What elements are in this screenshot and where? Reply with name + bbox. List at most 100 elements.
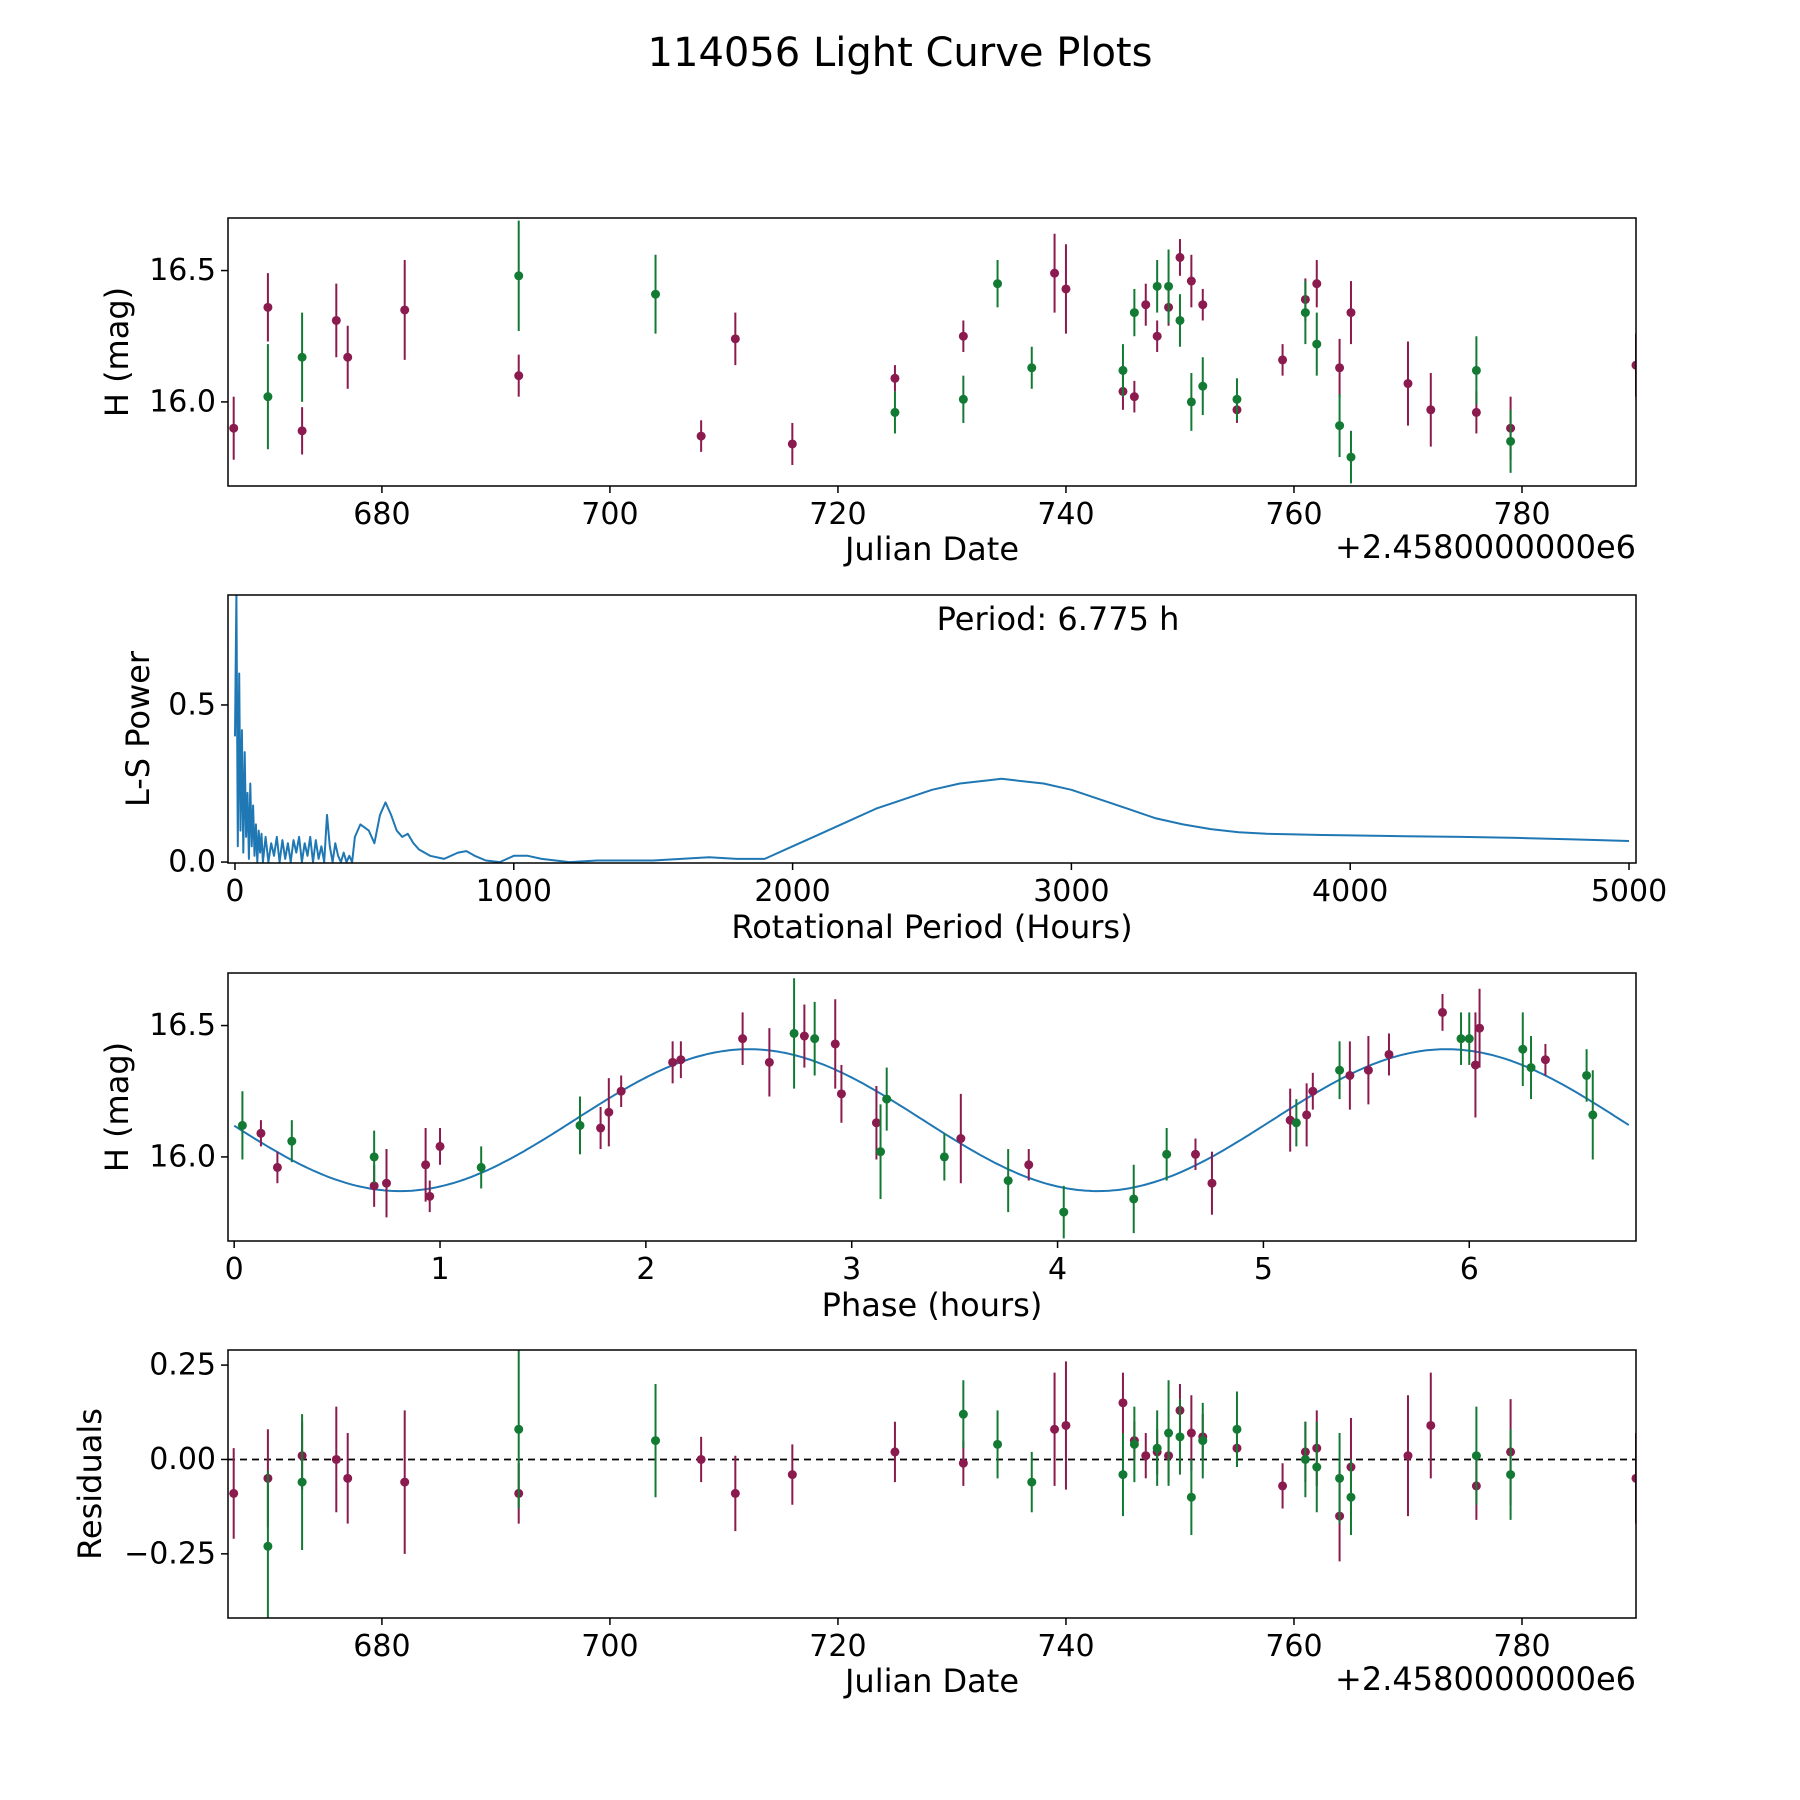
residuals-x-tick-label: 780 [1493,1629,1550,1664]
model-fit-curve [233,1048,1630,1193]
phasefold-band-r-point [382,1178,392,1188]
residuals-band-g-point [958,1409,968,1419]
lightcurve-band-r-point [1631,360,1636,370]
residuals-x-offset-label: +2.4580000000e6 [1335,1660,1636,1698]
residuals-band-r-point [1186,1428,1196,1438]
phasefold-band-r-point [369,1181,379,1191]
residuals-x-tick-label: 720 [809,1629,866,1664]
phasefold-y-axis-label: H (mag) [98,1042,136,1172]
phasefold-band-r-point [1345,1070,1355,1080]
residuals-y-tick-label: 0.25 [149,1348,216,1383]
phasefold-band-g-point [1456,1034,1466,1044]
lightcurve-y-axis-label: H (mag) [98,287,136,417]
phasefold-plot-frame [227,972,1637,1242]
lightcurve-band-g-point [1129,308,1139,318]
residuals-band-r-point [787,1470,797,1480]
residuals-panel: 680 700 720 740 760 780 0.25 0.00 −0.25 Julian … [71,1348,1637,1700]
residuals-band-g-point [1027,1477,1037,1487]
residuals-plot-area [228,1350,1636,1618]
residuals-y-tick-label: −0.25 [124,1536,216,1571]
phasefold-y-tick-label: 16.5 [149,1008,216,1043]
phasefold-band-r-point [1475,1023,1485,1033]
residuals-x-ticks: 680 700 720 740 760 780 [353,1618,1551,1664]
residuals-band-r-point [1141,1451,1151,1461]
phasefold-band-r-point [1438,1007,1448,1017]
phasefold-band-g-point [1464,1034,1474,1044]
residuals-x-tick-label: 760 [1265,1629,1322,1664]
lightcurve-band-r-point [1346,308,1356,318]
lightcurve-band-g-point [1312,339,1322,349]
lightcurve-panel: 680 700 720 740 760 780 16.016.5 Julian Date … [98,217,1637,568]
phasefold-band-r-point [1190,1149,1200,1159]
lightcurve-band-r-point [229,423,239,433]
lightcurve-plot-frame [227,217,1637,487]
phasefold-band-g-point [1003,1176,1013,1186]
residuals-x-axis-label: Julian Date [843,1662,1019,1700]
phasefold-band-g-point [237,1120,247,1130]
periodogram-y-tick-label: 0.5 [168,687,216,722]
phasefold-band-r-point [1207,1178,1217,1188]
lightcurve-x-tick-label: 760 [1265,497,1322,532]
phasefold-band-g-point [1129,1194,1139,1204]
phasefold-band-g-point [1588,1110,1598,1120]
phasefold-band-r-point [1308,1086,1318,1096]
residuals-band-g-point [1506,1470,1516,1480]
residuals-band-g-point [651,1436,661,1446]
lightcurve-band-g-point [993,279,1003,289]
phasefold-y-ticks: 16.0 16.5 [149,1008,228,1174]
periodogram-x-tick-label: 0 [225,874,244,909]
phasefold-y-tick-label: 16.0 [149,1139,216,1174]
phasefold-band-r-point [956,1134,966,1144]
phasefold-x-ticks: 0 1 2 3 4 5 6 [225,1241,1479,1287]
residuals-band-r-point [331,1454,341,1464]
lightcurve-band-r-point [696,431,706,441]
residuals-band-r-point [1278,1481,1288,1491]
phasefold-band-g-point [1518,1044,1528,1054]
lightcurve-band-g-point [297,352,307,362]
lightcurve-band-r-point [343,352,353,362]
residuals-band-r-point [1403,1451,1413,1461]
figure-title: 114056 Light Curve Plots [648,30,1153,76]
phasefold-band-g-point [876,1147,886,1157]
phasefold-band-r-point [836,1089,846,1099]
phasefold-x-tick-label: 4 [1048,1252,1067,1287]
phasefold-x-tick-label: 6 [1460,1252,1479,1287]
phasefold-panel: 0 1 2 3 4 5 6 16.0 16.5 Phase (hours) H (mag) [98,972,1637,1324]
lightcurve-band-g-point [1152,281,1162,291]
phasefold-marks [233,978,1630,1239]
residuals-x-tick-label: 700 [581,1629,638,1664]
lightcurve-band-g-point [1027,363,1037,373]
phasefold-x-tick-label: 0 [225,1252,244,1287]
lightcurve-band-g-point [1118,365,1128,375]
periodogram-panel: Period: 6.775 h 0 1000 2000 3000 4000 5000 0.… [119,594,1667,946]
residuals-marks [228,1350,1636,1618]
periodogram-x-tick-label: 1000 [476,874,552,909]
lightcurve-x-tick-label: 740 [1037,497,1094,532]
phasefold-band-g-point [1582,1070,1592,1080]
phasefold-band-g-point [476,1162,486,1172]
phasefold-band-r-point [604,1107,614,1117]
residuals-band-r-point [890,1447,900,1457]
phasefold-band-r-point [256,1128,266,1138]
lightcurve-x-ticks: 680 700 720 740 760 780 [353,486,1551,532]
residuals-band-g-point [263,1541,273,1551]
phasefold-band-r-point [1302,1110,1312,1120]
phasefold-band-r-point [871,1118,881,1128]
phasefold-band-r-point [1540,1055,1550,1065]
phasefold-band-g-point [287,1136,297,1146]
residuals-band-r-point [730,1488,740,1498]
lightcurve-band-r-point [297,426,307,436]
lightcurve-band-r-point [400,305,410,315]
lightcurve-band-r-point [958,331,968,341]
lightcurve-x-tick-label: 780 [1493,497,1550,532]
residuals-band-g-point [1346,1492,1356,1502]
phasefold-plot-area [233,978,1630,1239]
residuals-band-g-point [514,1424,524,1434]
lightcurve-band-r-point [1061,284,1071,294]
phasefold-band-r-point [435,1141,445,1151]
phasefold-x-tick-label: 2 [636,1252,655,1287]
periodogram-marks [234,595,1630,863]
residuals-y-tick-label: 0.00 [149,1442,216,1477]
residuals-band-r-point [400,1477,410,1487]
phasefold-band-g-point [810,1034,820,1044]
